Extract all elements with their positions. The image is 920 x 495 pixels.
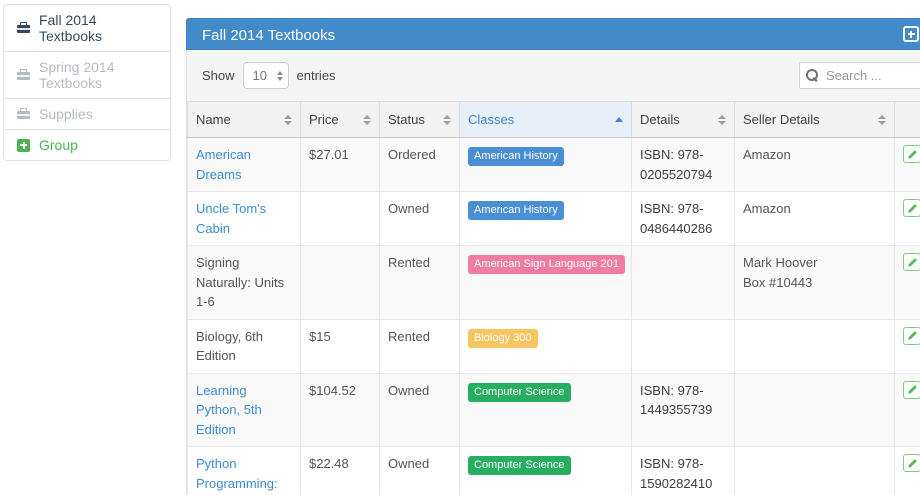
sort-icon — [363, 114, 371, 125]
search-box — [799, 62, 920, 89]
table-row: Biology, 6th Edition $15 Rented Biology … — [187, 318, 920, 374]
status-cell: Rented — [379, 318, 460, 374]
panel-header: Fall 2014 Textbooks — [186, 18, 920, 50]
seller-details-cell — [734, 372, 895, 447]
class-badge: Biology 300 — [468, 328, 538, 348]
seller-details-cell — [734, 446, 895, 495]
price-cell: $27.01 — [300, 137, 380, 192]
price-cell: $22.48 — [300, 446, 380, 495]
price-cell — [300, 191, 380, 246]
column-header-actions — [894, 101, 920, 138]
show-label: Show — [202, 68, 235, 83]
book-name-cell: Signing Naturally: Units 1-6 — [187, 245, 301, 320]
sidebar-item-supplies[interactable]: Supplies — [3, 98, 171, 130]
briefcase-icon — [17, 108, 30, 119]
table-row: Signing Naturally: Units 1-6 Rented Amer… — [187, 245, 920, 320]
add-textbook-button[interactable] — [903, 26, 919, 42]
status-cell: Ordered — [379, 137, 460, 192]
details-cell — [631, 245, 735, 320]
seller-details-cell: Amazon — [734, 137, 895, 192]
table-row: Python Programming: An Introduction to C… — [187, 446, 920, 495]
sidebar-item-spring-2014-textbooks[interactable]: Spring 2014 Textbooks — [3, 51, 171, 99]
seller-details-cell: Mark Hoover Box #10443 — [734, 245, 895, 320]
table-row: Learning Python, 5th Edition $104.52 Own… — [187, 372, 920, 447]
briefcase-icon — [17, 22, 30, 33]
column-header-classes[interactable]: Classes — [459, 101, 632, 138]
column-header-seller-details[interactable]: Seller Details — [734, 101, 895, 138]
column-header-details[interactable]: Details — [631, 101, 735, 138]
edit-icon[interactable] — [903, 199, 920, 217]
edit-icon[interactable] — [903, 454, 920, 472]
edit-icon[interactable] — [903, 380, 920, 399]
sidebar-item-label: Fall 2014 Textbooks — [39, 12, 103, 44]
edit-icon[interactable] — [903, 145, 920, 163]
status-cell: Owned — [379, 372, 460, 447]
sort-ascending-icon — [615, 117, 623, 122]
details-cell: ISBN: 978-0486440286 — [631, 191, 735, 246]
column-header-status[interactable]: Status — [379, 101, 460, 138]
details-cell: ISBN: 978-1590282410 — [631, 446, 735, 495]
sort-icon — [718, 114, 726, 125]
textbooks-table: Name Price Status Classes Details Seller… — [187, 101, 920, 495]
plus-square-icon — [17, 138, 30, 152]
status-cell: Rented — [379, 245, 460, 320]
status-cell: Owned — [379, 191, 460, 246]
sidebar-item-add-group[interactable]: Group — [3, 129, 171, 161]
column-header-name[interactable]: Name — [187, 101, 301, 138]
search-input[interactable] — [799, 62, 920, 89]
edit-icon[interactable] — [903, 253, 920, 271]
sidebar-item-label: Spring 2014 Textbooks — [39, 59, 115, 91]
table-toolbar: Show 10 entries — [187, 50, 920, 101]
panel-body: Show 10 entries Name Price Status Classe… — [186, 50, 920, 495]
price-cell: $104.52 — [300, 372, 380, 447]
class-badge: Computer Science — [468, 382, 571, 402]
details-cell — [631, 318, 735, 374]
details-cell: ISBN: 978-1449355739 — [631, 372, 735, 447]
page-size-value: 10 — [252, 68, 267, 83]
book-link[interactable]: American Dreams — [196, 147, 251, 182]
status-cell: Owned — [379, 446, 460, 495]
book-link[interactable]: Uncle Tom's Cabin — [196, 201, 267, 236]
sort-icon — [284, 114, 292, 125]
panel-title: Fall 2014 Textbooks — [202, 27, 336, 44]
price-cell — [300, 245, 380, 320]
sidebar-item-label: Supplies — [39, 106, 93, 122]
stepper-icon — [276, 70, 283, 81]
column-header-price[interactable]: Price — [300, 101, 380, 138]
seller-details-cell: Amazon — [734, 191, 895, 246]
table-header-row: Name Price Status Classes Details Seller… — [187, 101, 920, 138]
entries-label: entries — [296, 68, 336, 83]
details-cell: ISBN: 978-0205520794 — [631, 137, 735, 192]
sidebar: Fall 2014 Textbooks Spring 2014 Textbook… — [3, 4, 171, 161]
sidebar-item-fall-2014-textbooks[interactable]: Fall 2014 Textbooks — [3, 4, 171, 52]
book-link[interactable]: Python Programming: An Introduction to C… — [196, 456, 278, 491]
textbooks-panel: Fall 2014 Textbooks Show 10 entries Name… — [186, 18, 920, 495]
class-badge: Computer Science — [468, 456, 571, 476]
class-badge: American History — [468, 201, 564, 221]
sort-icon — [878, 114, 886, 125]
search-icon — [806, 69, 819, 82]
seller-details-cell — [734, 318, 895, 374]
edit-icon[interactable] — [903, 326, 920, 345]
sort-icon — [443, 114, 451, 125]
book-link[interactable]: Learning Python, 5th Edition — [196, 382, 262, 437]
page-size-select[interactable]: 10 — [242, 62, 289, 89]
class-badge: American History — [468, 147, 564, 167]
class-badge: American Sign Language 201 — [468, 255, 625, 275]
sidebar-item-label: Group — [39, 137, 78, 153]
table-row: Uncle Tom's Cabin Owned American History… — [187, 191, 920, 246]
briefcase-icon — [17, 69, 30, 80]
table-row: American Dreams $27.01 Ordered American … — [187, 137, 920, 192]
price-cell: $15 — [300, 318, 380, 374]
book-name-cell: Biology, 6th Edition — [187, 318, 301, 374]
